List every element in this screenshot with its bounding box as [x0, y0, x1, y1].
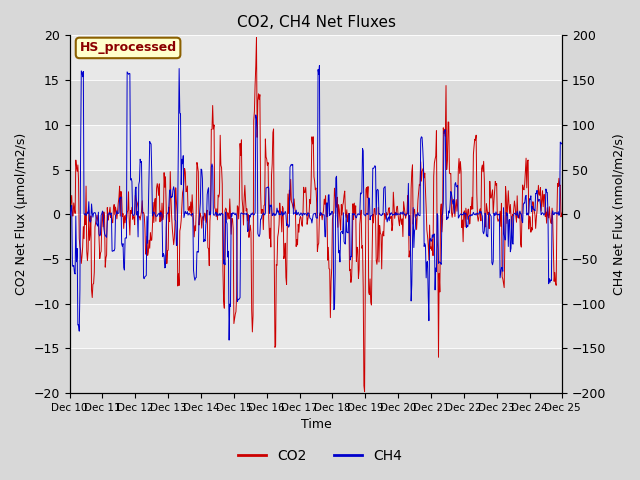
CO2 [559, 209, 566, 215]
CO2 [515, 215, 522, 221]
Bar [70, 169, 563, 214]
CH4 [559, 140, 566, 145]
CH4 [195, 216, 203, 222]
CO2 [406, 248, 413, 254]
CO2 [253, 35, 260, 40]
CH4 [225, 337, 233, 343]
CH4 [357, 191, 365, 197]
Bar [70, 259, 563, 304]
CH4 [316, 63, 323, 69]
Bar [70, 348, 563, 393]
CO2 [356, 213, 364, 219]
Bar [70, 80, 563, 125]
CO2 [174, 283, 182, 289]
Y-axis label: CH4 Net Flux (nmol/m2/s): CH4 Net Flux (nmol/m2/s) [612, 133, 625, 295]
Bar [70, 304, 563, 348]
Legend: CO2, CH4: CO2, CH4 [232, 443, 408, 468]
Bar [70, 36, 563, 80]
Y-axis label: CO2 Net Flux (μmol/m2/s): CO2 Net Flux (μmol/m2/s) [15, 133, 28, 295]
Text: HS_processed: HS_processed [79, 41, 177, 54]
Line: CH4: CH4 [70, 66, 563, 340]
CH4 [515, 215, 522, 221]
CO2 [195, 222, 203, 228]
Title: CO2, CH4 Net Fluxes: CO2, CH4 Net Fluxes [237, 15, 396, 30]
CO2 [66, 208, 74, 214]
CH4 [308, 216, 316, 221]
Bar [70, 214, 563, 259]
Bar [70, 125, 563, 169]
X-axis label: Time: Time [301, 419, 332, 432]
CH4 [66, 214, 74, 219]
CH4 [174, 201, 182, 206]
CO2 [361, 389, 369, 395]
Line: CO2: CO2 [70, 37, 563, 392]
CH4 [406, 213, 413, 218]
CO2 [308, 141, 316, 147]
